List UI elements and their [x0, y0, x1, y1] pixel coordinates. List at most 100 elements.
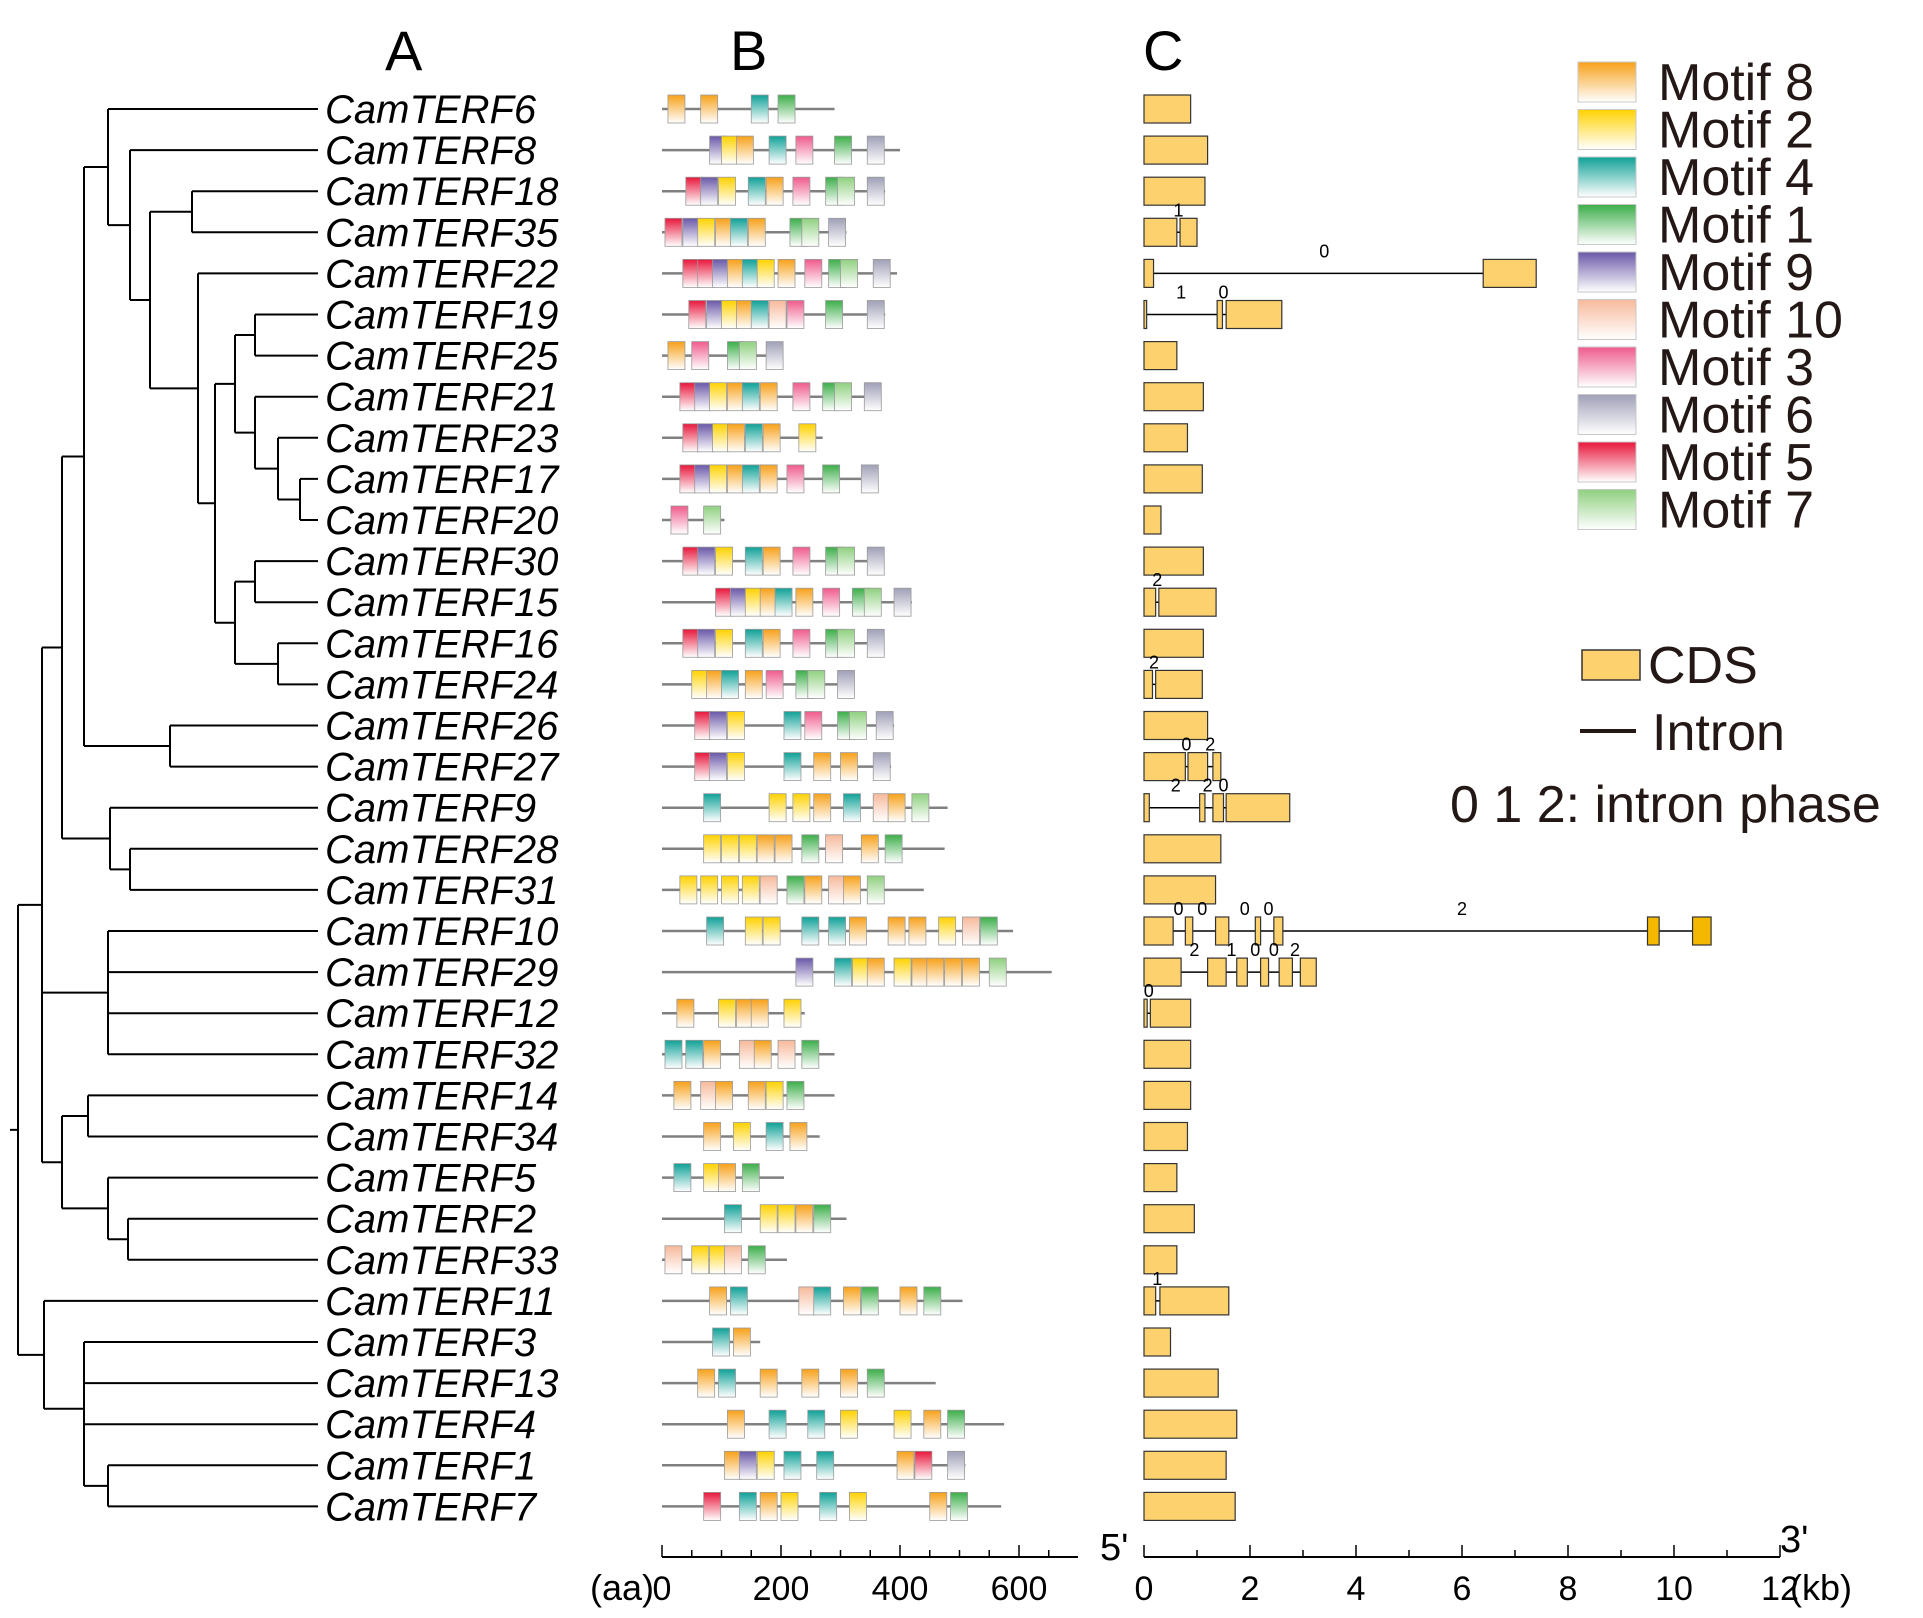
motif-8-box	[813, 793, 832, 823]
motif-10-box	[798, 1286, 817, 1316]
motif-4-box	[706, 916, 725, 946]
motif-row	[662, 1327, 761, 1357]
cds-box	[1646, 916, 1660, 946]
gene-structure-row	[1143, 1327, 1172, 1357]
motif-4-box	[685, 1039, 704, 1069]
motif-9-box	[795, 957, 814, 987]
gene-label: CamTERF24	[325, 663, 558, 707]
motif-8-box	[727, 1409, 745, 1439]
motif-2-box	[762, 916, 781, 946]
motif-7-box	[738, 341, 757, 371]
motif-4-box	[783, 752, 802, 781]
motif-2-box	[840, 1409, 858, 1439]
gene-label: CamTERF25	[325, 335, 559, 379]
motif-row	[662, 875, 924, 905]
cds-box	[1149, 998, 1192, 1028]
motif-row	[662, 258, 898, 288]
gene-structure-row	[1143, 546, 1204, 576]
motif-9-box	[682, 217, 701, 247]
gene-structure-row	[1143, 1080, 1192, 1111]
gene-label: CamTERF7	[325, 1485, 538, 1529]
legend-swatch	[1577, 394, 1637, 435]
motif-4-box	[783, 1450, 802, 1480]
motif-2-box	[780, 1492, 799, 1521]
motif-8-box	[733, 1327, 751, 1357]
gene-structure-row	[1143, 94, 1192, 124]
cds-box	[1179, 217, 1198, 247]
motif-8-box	[762, 628, 781, 658]
motif-2-box	[893, 1409, 912, 1439]
gene-label: CamTERF3	[325, 1321, 536, 1365]
motif-8-box	[843, 875, 861, 905]
motif-row	[662, 505, 725, 535]
motif-3-box	[792, 382, 811, 412]
motif-4-box	[738, 1492, 757, 1521]
gene-label: CamTERF8	[325, 129, 537, 173]
cds-box	[1278, 957, 1294, 987]
motif-8-box	[747, 217, 766, 247]
motif-2-box	[741, 875, 760, 905]
axis-b-tick-label: 0	[653, 1570, 672, 1608]
motif-6-box	[866, 546, 885, 576]
motif-2-box	[783, 998, 802, 1028]
motif-8-box	[667, 341, 686, 371]
cds-box	[1199, 793, 1206, 823]
motif-row	[662, 382, 882, 412]
gene-structure-row	[1143, 628, 1204, 658]
motif-10-box	[700, 1081, 719, 1110]
motif-6-box	[837, 670, 855, 699]
motif-4-box	[843, 793, 861, 823]
motif-4-box	[744, 628, 763, 658]
legend-cds-label: CDS	[1648, 637, 1758, 695]
motif-8-box	[703, 1122, 722, 1151]
axis-b-tick-label: 600	[991, 1570, 1048, 1608]
motif-9-box	[694, 382, 713, 412]
gene-structure-row	[1143, 1121, 1189, 1152]
cds-box	[1143, 546, 1204, 576]
motif-8-box	[676, 998, 695, 1028]
motif-2-box	[721, 875, 739, 905]
legend-label: Motif 8	[1658, 54, 1814, 112]
motif-4-box	[664, 1039, 683, 1069]
legend-item-motif-10: Motif 10	[1577, 292, 1843, 350]
motif-2-box	[759, 1204, 778, 1234]
motif-5-box	[682, 628, 701, 658]
motif-row	[662, 916, 1014, 946]
motif-5-box	[679, 382, 698, 412]
legend-item-motif-5: Motif 5	[1577, 434, 1814, 492]
motif-3-box	[792, 546, 811, 576]
cds-box	[1216, 299, 1224, 330]
motif-6-box	[875, 711, 894, 740]
motif-8-box	[759, 382, 778, 412]
cds-box	[1143, 1121, 1189, 1152]
motif-8-box	[667, 94, 686, 124]
gene-label: CamTERF21	[325, 376, 558, 420]
legend-item-motif-4: Motif 4	[1577, 149, 1814, 207]
motif-9-box	[712, 258, 730, 288]
motif-9-box	[738, 1450, 757, 1480]
motif-2-box	[709, 464, 727, 494]
motif-4-box	[828, 916, 846, 946]
cds-box	[1143, 669, 1154, 700]
motif-4-box	[741, 258, 760, 288]
legend-label: Motif 6	[1658, 387, 1814, 445]
cds-box	[1143, 875, 1217, 905]
intron-phase-label: 0	[1269, 940, 1279, 960]
motif-8-box	[715, 1081, 733, 1110]
motif-6-box	[872, 258, 891, 288]
cds-box	[1273, 916, 1284, 946]
motif-1-box	[786, 875, 805, 905]
motif-3-box	[670, 505, 689, 535]
legend-swatch	[1577, 251, 1637, 293]
motif-8-box	[929, 1492, 948, 1521]
gene-label: CamTERF13	[325, 1362, 558, 1406]
motif-8-box	[908, 916, 927, 946]
motif-1-box	[786, 1081, 805, 1110]
motif-8-box	[747, 1081, 766, 1110]
motif-9-box	[694, 464, 713, 494]
motif-row	[662, 711, 895, 740]
motif-8-box	[887, 916, 906, 946]
intron-phase-label: 0	[1240, 899, 1250, 919]
cds-box	[1143, 751, 1186, 782]
